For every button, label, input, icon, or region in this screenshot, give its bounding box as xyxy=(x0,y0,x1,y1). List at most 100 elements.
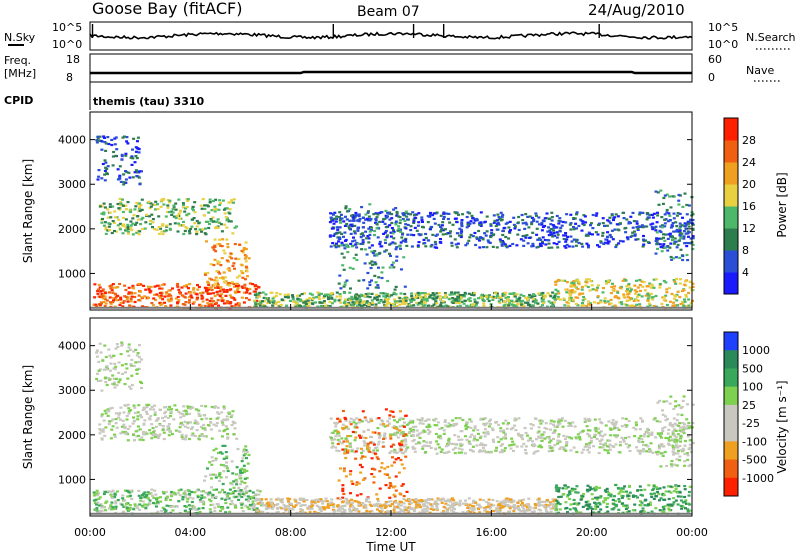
echo-cell xyxy=(410,292,414,295)
echo-cell xyxy=(245,275,249,278)
echo-cell xyxy=(404,240,408,243)
echo-cell xyxy=(399,448,403,451)
echo-cell xyxy=(121,224,124,227)
echo-cell xyxy=(681,216,684,219)
echo-cell xyxy=(103,409,107,412)
echo-cell xyxy=(138,438,142,441)
echo-cell xyxy=(504,296,508,299)
echo-cell xyxy=(163,508,166,511)
echo-cell xyxy=(107,490,111,493)
echo-cell xyxy=(355,298,359,301)
echo-cell xyxy=(652,418,656,421)
echo-cell xyxy=(413,447,417,450)
echo-cell xyxy=(363,477,367,480)
echo-cell xyxy=(306,506,310,509)
echo-cell xyxy=(136,418,140,421)
echo-cell xyxy=(574,296,578,299)
echo-cell xyxy=(436,497,440,500)
echo-cell xyxy=(117,207,121,210)
echo-cell xyxy=(342,470,346,473)
echo-cell xyxy=(633,292,637,295)
echo-cell xyxy=(126,433,130,436)
echo-cell xyxy=(578,431,582,434)
power-heatmap xyxy=(90,135,695,310)
echo-cell xyxy=(136,415,140,418)
echo-cell xyxy=(477,297,480,300)
echo-cell xyxy=(499,427,503,430)
echo-cell xyxy=(435,440,439,443)
echo-cell xyxy=(687,421,691,425)
echo-cell xyxy=(209,263,213,266)
echo-cell xyxy=(231,264,235,267)
echo-cell xyxy=(190,218,194,221)
echo-cell xyxy=(522,239,526,242)
echo-cell xyxy=(355,483,358,486)
echo-cell xyxy=(158,291,162,295)
echo-cell xyxy=(475,439,479,442)
echo-cell xyxy=(226,268,230,271)
echo-cell xyxy=(411,420,415,423)
echo-cell xyxy=(556,424,560,427)
echo-cell xyxy=(151,226,154,229)
echo-cell xyxy=(330,437,333,440)
echo-cell xyxy=(401,298,405,302)
echo-cell xyxy=(213,245,217,248)
echo-cell xyxy=(111,220,115,223)
echo-cell xyxy=(272,300,276,303)
echo-cell xyxy=(555,214,559,218)
echo-cell xyxy=(176,285,180,288)
echo-cell xyxy=(394,499,398,503)
echo-cell xyxy=(683,283,687,286)
echo-cell xyxy=(253,508,256,511)
echo-cell xyxy=(337,240,341,243)
echo-cell xyxy=(216,260,220,263)
echo-cell xyxy=(177,288,181,291)
echo-cell xyxy=(393,495,397,498)
echo-cell xyxy=(608,216,612,219)
echo-cell xyxy=(528,305,532,308)
echo-cell xyxy=(589,280,593,283)
echo-cell xyxy=(499,240,503,243)
echo-cell xyxy=(339,467,342,470)
echo-cell xyxy=(581,245,585,248)
echo-cell xyxy=(97,288,100,291)
echo-cell xyxy=(248,282,252,285)
echo-cell xyxy=(430,225,434,229)
echo-cell xyxy=(219,264,223,267)
echo-cell xyxy=(384,511,388,514)
echo-cell xyxy=(524,452,528,455)
echo-cell xyxy=(596,233,600,236)
echo-cell xyxy=(138,170,142,173)
echo-cell xyxy=(543,224,547,228)
echo-cell xyxy=(376,449,379,452)
echo-cell xyxy=(266,302,270,305)
echo-cell xyxy=(436,421,440,424)
echo-cell xyxy=(552,420,556,423)
echo-cell xyxy=(196,496,200,499)
echo-cell xyxy=(376,443,380,446)
echo-cell xyxy=(539,422,543,425)
echo-cell xyxy=(642,448,645,451)
echo-cell xyxy=(215,279,219,282)
echo-cell xyxy=(551,507,555,510)
echo-cell xyxy=(500,505,504,508)
echo-cell xyxy=(228,212,232,215)
echo-cell xyxy=(638,289,642,292)
echo-cell xyxy=(338,274,342,277)
echo-cell xyxy=(614,422,618,425)
echo-cell xyxy=(101,428,105,431)
echo-cell xyxy=(641,245,645,248)
echo-cell xyxy=(365,301,368,304)
echo-cell xyxy=(672,217,676,220)
echo-cell xyxy=(351,301,355,304)
echo-cell xyxy=(195,233,199,236)
echo-cell xyxy=(563,304,567,307)
echo-cell xyxy=(620,436,624,439)
echo-cell xyxy=(98,428,102,431)
echo-cell xyxy=(501,213,505,216)
echo-cell xyxy=(100,506,104,509)
echo-cell xyxy=(619,441,622,444)
echo-cell xyxy=(300,293,304,296)
echo-cell xyxy=(394,434,398,437)
echo-cell xyxy=(538,242,542,245)
